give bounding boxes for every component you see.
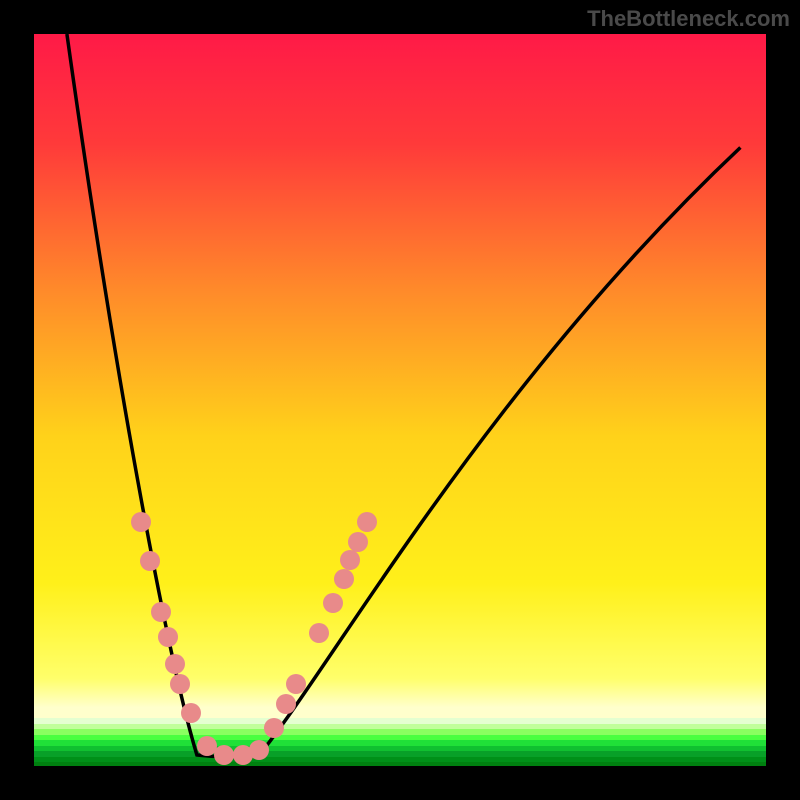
data-point [340, 550, 360, 570]
data-point [264, 718, 284, 738]
watermark: TheBottleneck.com [587, 6, 790, 32]
data-point [158, 627, 178, 647]
data-point [140, 551, 160, 571]
data-point [276, 694, 296, 714]
data-point [286, 674, 306, 694]
chart-area [34, 34, 766, 766]
data-point [165, 654, 185, 674]
bottleneck-curve [34, 34, 766, 766]
data-point [131, 512, 151, 532]
data-point [334, 569, 354, 589]
